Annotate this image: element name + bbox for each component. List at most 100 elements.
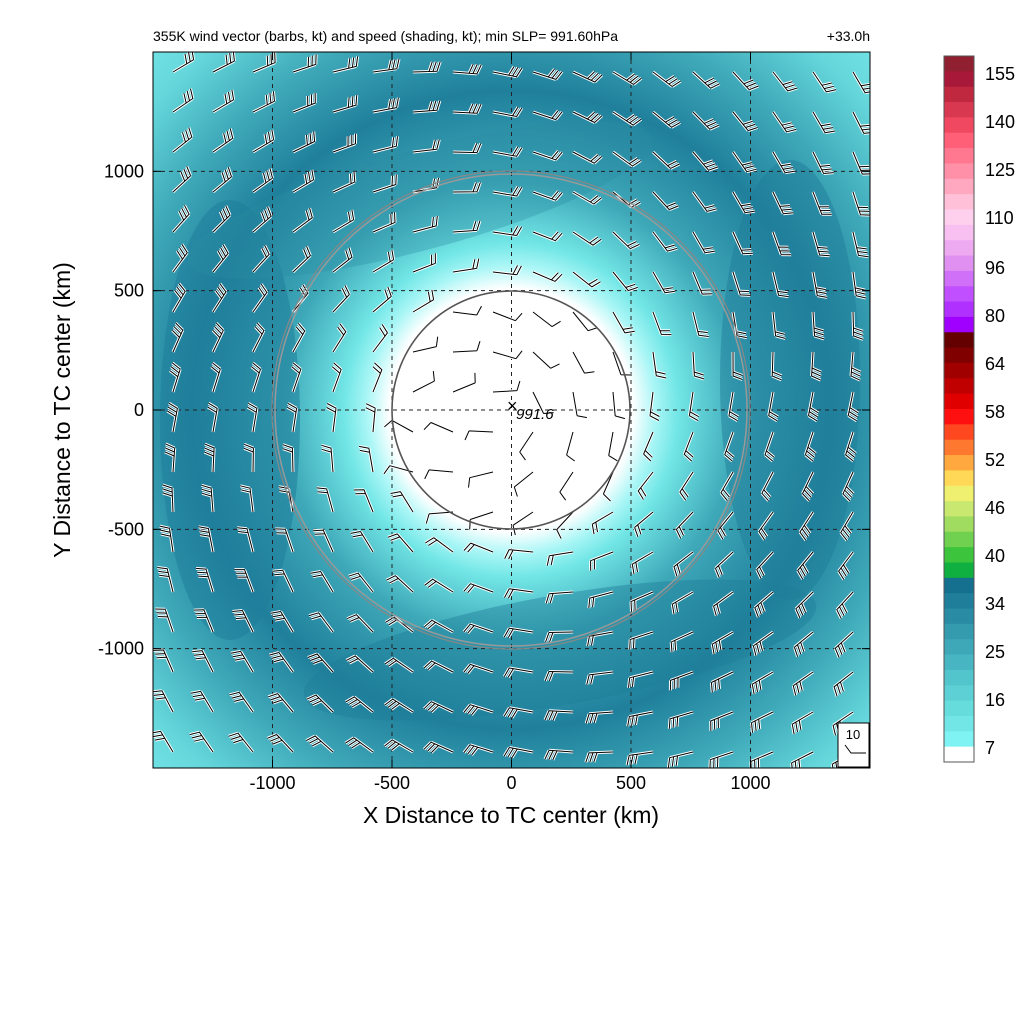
wind-barb bbox=[772, 271, 789, 298]
wind-barb bbox=[228, 732, 254, 753]
wind-barb bbox=[629, 631, 654, 650]
wind-barb bbox=[572, 71, 603, 83]
wind-barb bbox=[532, 231, 563, 242]
wind-barb bbox=[306, 694, 334, 713]
wind-barb bbox=[764, 431, 775, 462]
wind-barb bbox=[795, 591, 814, 619]
colorbar-segment bbox=[944, 148, 974, 165]
wind-barb bbox=[252, 322, 265, 353]
colorbar-segment bbox=[944, 746, 974, 763]
reference-vector-barb bbox=[844, 744, 866, 754]
wind-barb bbox=[590, 551, 614, 571]
wind-barb bbox=[720, 471, 734, 501]
wind-barb bbox=[802, 471, 814, 502]
wind-barb bbox=[612, 71, 642, 85]
wind-barb bbox=[532, 68, 563, 80]
wind-barb bbox=[201, 484, 214, 513]
wind-barb bbox=[372, 58, 400, 73]
x-tick-label: -1000 bbox=[249, 773, 295, 793]
wind-barb bbox=[717, 511, 734, 540]
wind-barb bbox=[204, 443, 215, 473]
wind-barb bbox=[586, 671, 614, 685]
wind-barb bbox=[732, 111, 758, 132]
reference-vector-box bbox=[837, 722, 870, 768]
wind-barb bbox=[412, 253, 436, 273]
wind-barb bbox=[172, 322, 184, 353]
wind-barb bbox=[287, 402, 298, 433]
wind-barb bbox=[237, 527, 254, 553]
wind-barb bbox=[572, 151, 603, 164]
wind-barb bbox=[332, 133, 357, 153]
colorbar-tick-label: 40 bbox=[985, 546, 1005, 566]
wind-barb bbox=[679, 471, 694, 501]
wind-barb bbox=[572, 351, 595, 374]
wind-barb bbox=[652, 191, 679, 211]
colorbar-segment bbox=[944, 470, 974, 487]
colorbar-border bbox=[943, 55, 975, 763]
wind-barb bbox=[772, 191, 794, 215]
wind-barb bbox=[212, 167, 232, 193]
wind-barb bbox=[350, 531, 374, 553]
spiral-band-left bbox=[160, 200, 300, 640]
colorbar-segment bbox=[944, 516, 974, 533]
wind-barb bbox=[308, 612, 334, 633]
wind-barb bbox=[585, 751, 614, 763]
wind-barb bbox=[384, 657, 414, 673]
wind-barb bbox=[692, 71, 720, 89]
wind-barb bbox=[772, 71, 798, 92]
wind-barb bbox=[172, 244, 188, 273]
colorbar-segment bbox=[944, 639, 974, 656]
wind-barb bbox=[240, 485, 254, 513]
colorbar-segment bbox=[944, 669, 974, 686]
colorbar-segment bbox=[944, 362, 974, 379]
colorbar-tick-label: 140 bbox=[985, 112, 1015, 132]
wind-barb bbox=[212, 128, 234, 153]
colorbar-segment bbox=[944, 163, 974, 180]
wind-barb bbox=[643, 431, 654, 462]
wind-barb bbox=[310, 571, 334, 593]
wind-barb bbox=[728, 391, 739, 422]
wind-barb bbox=[424, 578, 454, 593]
wind-barb bbox=[772, 231, 792, 256]
spiral-band-top bbox=[187, 121, 653, 279]
wind-barb bbox=[504, 588, 534, 599]
wind-barb bbox=[812, 271, 828, 298]
wind-barb bbox=[842, 471, 854, 502]
wind-barb bbox=[359, 445, 374, 473]
wind-barb bbox=[270, 611, 294, 633]
spiral-band-bottom bbox=[303, 579, 817, 721]
wind-barb bbox=[791, 711, 814, 735]
colorbar-segment bbox=[944, 731, 974, 748]
wind-barb bbox=[321, 444, 334, 473]
wind-barb bbox=[652, 151, 680, 169]
wind-barb bbox=[713, 591, 734, 616]
wind-barb bbox=[353, 489, 374, 513]
wind-barb bbox=[234, 569, 254, 593]
wind-barb bbox=[545, 631, 574, 643]
wind-barb bbox=[840, 511, 854, 541]
wind-barb bbox=[692, 111, 720, 130]
wind-barb bbox=[652, 311, 672, 336]
wind-barb bbox=[412, 336, 439, 353]
colorbar-tick-label: 58 bbox=[985, 402, 1005, 422]
wind-barb bbox=[372, 97, 399, 113]
colorbar-tick-label: 96 bbox=[985, 258, 1005, 278]
wind-barb bbox=[316, 487, 334, 513]
wind-barb bbox=[532, 391, 554, 414]
wind-barb bbox=[669, 671, 694, 691]
wind-barb bbox=[307, 653, 334, 673]
wind-barb bbox=[313, 529, 334, 553]
wind-barb bbox=[637, 471, 654, 500]
wind-barb bbox=[532, 150, 563, 161]
wind-barb bbox=[692, 311, 709, 337]
colorbar-segment bbox=[944, 455, 974, 471]
wind-barb bbox=[768, 391, 779, 422]
wind-barb bbox=[424, 469, 454, 480]
wind-barb bbox=[153, 730, 174, 753]
wind-barb bbox=[412, 100, 441, 113]
wind-barb bbox=[157, 567, 174, 593]
y-tick-label: -1000 bbox=[98, 639, 144, 659]
y-tick-label: 500 bbox=[114, 281, 144, 301]
x-tick-label: 1000 bbox=[730, 773, 770, 793]
colorbar-segment bbox=[944, 316, 974, 333]
